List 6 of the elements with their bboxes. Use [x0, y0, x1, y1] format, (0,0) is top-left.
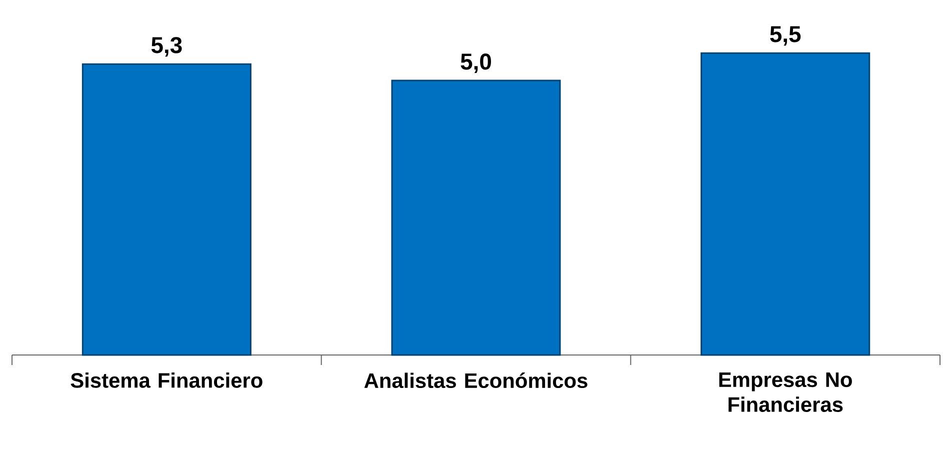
- data-label: 5,5: [770, 26, 801, 46]
- data-label: 5,3: [151, 37, 182, 57]
- x-tick-label: Analistas Económicos: [364, 372, 588, 388]
- x-tick-label: Sistema Financiero: [70, 372, 262, 388]
- x-tick-label: Empresas No Financieras: [719, 372, 852, 412]
- data-label: 5,0: [460, 53, 492, 74]
